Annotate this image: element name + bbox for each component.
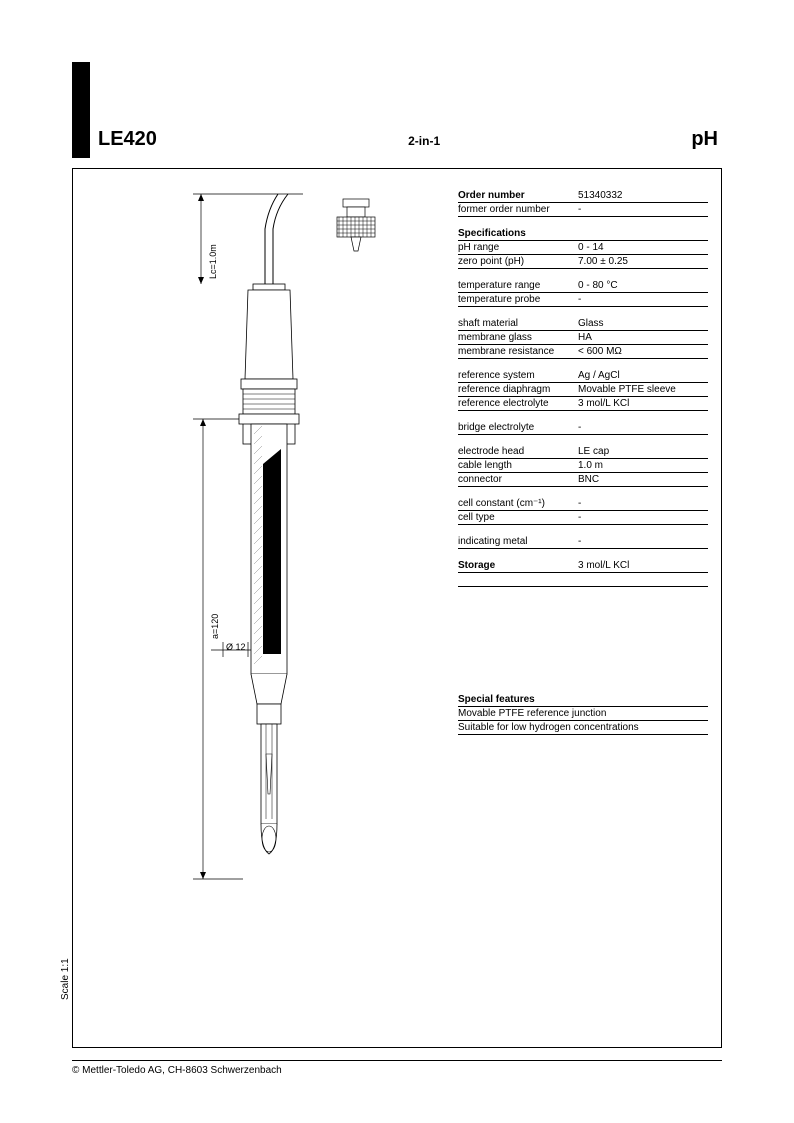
spec-value: HA [578,332,708,343]
spec-row: membrane resistance< 600 MΩ [458,345,708,359]
specs-heading-row: Specifications [458,227,708,241]
former-order-row: former order number - [458,203,708,217]
feature-line: Suitable for low hydrogen concentrations [458,721,708,735]
spec-label: cell constant (cm⁻¹) [458,498,578,509]
spec-row: cell constant (cm⁻¹)- [458,497,708,511]
storage-blank [458,573,708,587]
feature-line: Movable PTFE reference junction [458,707,708,721]
dim-a: a=120 [210,614,220,639]
electrode-svg [93,179,433,939]
spec-row: temperature probe- [458,293,708,307]
spec-label: temperature range [458,280,578,291]
spec-row: bridge electrolyte- [458,421,708,435]
spec-row: electrode headLE cap [458,445,708,459]
spec-label: reference diaphragm [458,384,578,395]
spec-value: 7.00 ± 0.25 [578,256,708,267]
spec-label: connector [458,474,578,485]
spec-value: - [578,536,708,547]
subtitle: 2-in-1 [408,134,440,148]
spec-row: reference electrolyte3 mol/L KCl [458,397,708,411]
spec-label: pH range [458,242,578,253]
spec-value: 1.0 m [578,460,708,471]
spec-label: bridge electrolyte [458,422,578,433]
spec-label: temperature probe [458,294,578,305]
spec-value: < 600 MΩ [578,346,708,357]
features-block: Special features Movable PTFE reference … [458,694,708,735]
former-order-value: - [578,204,708,215]
spec-value: 0 - 14 [578,242,708,253]
features-heading: Special features [458,694,708,707]
spec-value: Ag / AgCl [578,370,708,381]
spec-value: Glass [578,318,708,329]
title-row: LE420 2-in-1 pH [98,128,718,151]
order-row: Order number 51340332 [458,189,708,203]
storage-value: 3 mol/L KCl [578,560,708,571]
spec-table: Order number 51340332 former order numbe… [458,189,708,587]
spec-value: - [578,422,708,433]
order-value: 51340332 [578,190,708,201]
spec-row: shaft materialGlass [458,317,708,331]
spec-label: cell type [458,512,578,523]
spec-label: membrane resistance [458,346,578,357]
spec-label: shaft material [458,318,578,329]
header-bar [72,62,90,158]
spec-row: cable length1.0 m [458,459,708,473]
spec-row: reference systemAg / AgCl [458,369,708,383]
spec-row: connectorBNC [458,473,708,487]
spec-row: membrane glassHA [458,331,708,345]
model-name: LE420 [98,128,157,151]
electrode-diagram: Lc=1.0m a=120 Ø 12 [93,179,433,939]
spec-label: reference electrolyte [458,398,578,409]
footer: © Mettler-Toledo AG, CH-8603 Schwerzenba… [72,1060,722,1076]
dim-lc: Lc=1.0m [208,244,218,279]
spec-row: pH range0 - 14 [458,241,708,255]
order-label: Order number [458,190,578,201]
spec-row: reference diaphragmMovable PTFE sleeve [458,383,708,397]
type-label: pH [691,128,718,151]
spec-label: cable length [458,460,578,471]
spec-value: 0 - 80 °C [578,280,708,291]
spec-row: cell type- [458,511,708,525]
spec-value: LE cap [578,446,708,457]
spec-value: - [578,294,708,305]
spec-label: membrane glass [458,332,578,343]
spec-value: Movable PTFE sleeve [578,384,708,395]
storage-row: Storage 3 mol/L KCl [458,559,708,573]
dim-diameter: Ø 12 [226,642,246,652]
content-frame: Lc=1.0m a=120 Ø 12 Order number 51340332… [72,168,722,1048]
spec-row: temperature range0 - 80 °C [458,279,708,293]
spec-label: zero point (pH) [458,256,578,267]
specs-heading: Specifications [458,228,578,239]
spec-value: - [578,512,708,523]
spec-label: indicating metal [458,536,578,547]
spec-value: 3 mol/L KCl [578,398,708,409]
storage-label: Storage [458,560,578,571]
spec-row: indicating metal- [458,535,708,549]
spec-label: electrode head [458,446,578,457]
spec-row: zero point (pH)7.00 ± 0.25 [458,255,708,269]
spec-label: reference system [458,370,578,381]
spec-value: BNC [578,474,708,485]
scale-label: Scale 1:1 [60,958,71,1000]
former-order-label: former order number [458,204,578,215]
spec-value: - [578,498,708,509]
